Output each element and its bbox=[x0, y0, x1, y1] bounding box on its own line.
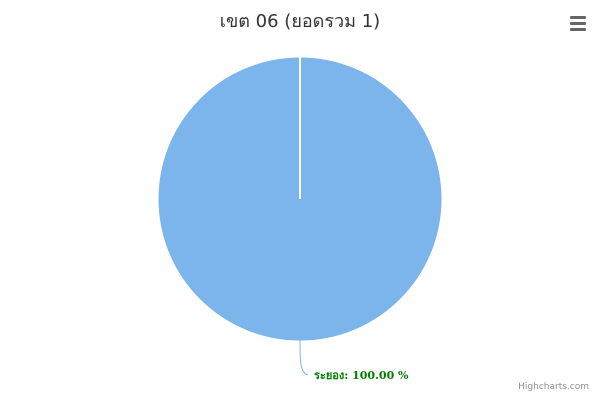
credits-link[interactable]: Highcharts.com bbox=[518, 382, 589, 392]
hamburger-menu-icon bbox=[570, 16, 586, 31]
data-label-connector bbox=[299, 338, 309, 376]
data-label: ระยอง: 100.00 % bbox=[314, 369, 409, 382]
chart-title: เขต 06 (ยอดรวม 1) bbox=[219, 11, 381, 32]
context-menu-button[interactable] bbox=[566, 12, 590, 34]
